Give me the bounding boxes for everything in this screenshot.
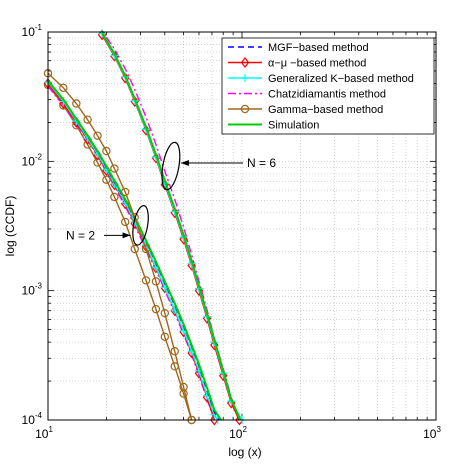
- legend-swatch-marker: [240, 104, 250, 114]
- legend-swatch-marker: [240, 57, 250, 68]
- data-point: [160, 308, 169, 318]
- x-tick-label: 101: [35, 425, 53, 441]
- y-axis-label: log (CCDF): [3, 196, 17, 257]
- legend: MGF−based method α−μ −based method General…: [221, 37, 435, 135]
- legend-entry: Gamma−based method: [228, 104, 383, 116]
- legend-swatch-marker: [241, 74, 249, 82]
- annotations: N = 6 N = 2: [66, 141, 276, 246]
- legend-label: Simulation: [268, 120, 319, 132]
- data-point: [110, 192, 119, 202]
- legend-label: α−μ −based method: [268, 58, 366, 70]
- legend-entry: Generalized K−based method: [228, 73, 414, 85]
- data-point: [179, 233, 188, 245]
- legend-label: Gamma−based method: [268, 104, 383, 116]
- x-tick-label: 103: [423, 425, 441, 441]
- data-point: [141, 276, 151, 285]
- legend-label: Generalized K−based method: [268, 73, 414, 85]
- y-tick-label: 10-4: [22, 411, 43, 427]
- data-point: [72, 99, 81, 108]
- data-point: [210, 339, 219, 351]
- plot-area: 101 102 103 10-4 10-3 10-2 10-1 N = 6 N = 2 MGF−b…: [22, 23, 442, 441]
- legend-box: [221, 37, 435, 135]
- x-axis-label: log (x): [228, 445, 261, 459]
- data-point: [170, 347, 179, 356]
- annotation-arrowhead: [122, 232, 131, 239]
- legend-entry: Chatzidiamantis method: [228, 89, 386, 101]
- plot-frame: [47, 31, 437, 421]
- y-tick-label: 10-2: [22, 152, 43, 168]
- series-line: [47, 80, 222, 421]
- legend-label: Chatzidiamantis method: [268, 89, 386, 101]
- data-point: [121, 217, 130, 227]
- data-point: [93, 131, 102, 140]
- data-point: [151, 304, 161, 314]
- data-point: [110, 50, 119, 62]
- y-tick-label: 10-1: [22, 23, 43, 39]
- x-tick-label: 102: [229, 425, 247, 441]
- data-point: [160, 332, 169, 341]
- data-point: [194, 285, 204, 297]
- data-point: [83, 115, 92, 124]
- data-point: [59, 83, 68, 93]
- data-point: [110, 164, 119, 173]
- series-line: [47, 72, 193, 421]
- data-point: [130, 244, 139, 254]
- legend-entry: Simulation: [228, 120, 319, 132]
- series-line: [47, 84, 193, 421]
- annotation-arrowhead: [180, 160, 189, 167]
- data-point: [151, 277, 161, 286]
- data-point: [179, 382, 188, 392]
- data-point: [141, 244, 151, 254]
- series-group: [43, 29, 246, 426]
- legend-entry: MGF−based method: [228, 42, 369, 54]
- data-point: [121, 187, 130, 197]
- annotation-ellipse: [161, 141, 181, 191]
- y-tick-label: 10-3: [22, 282, 43, 298]
- annotation-label-n6: N = 6: [247, 156, 276, 170]
- data-point: [102, 146, 111, 156]
- legend-entry: α−μ −based method: [228, 57, 366, 70]
- data-point: [218, 370, 228, 382]
- legend-label: MGF−based method: [268, 42, 369, 54]
- annotation-label-n2: N = 2: [66, 228, 95, 242]
- annotation-ellipse: [132, 205, 149, 246]
- series-line: [101, 32, 242, 421]
